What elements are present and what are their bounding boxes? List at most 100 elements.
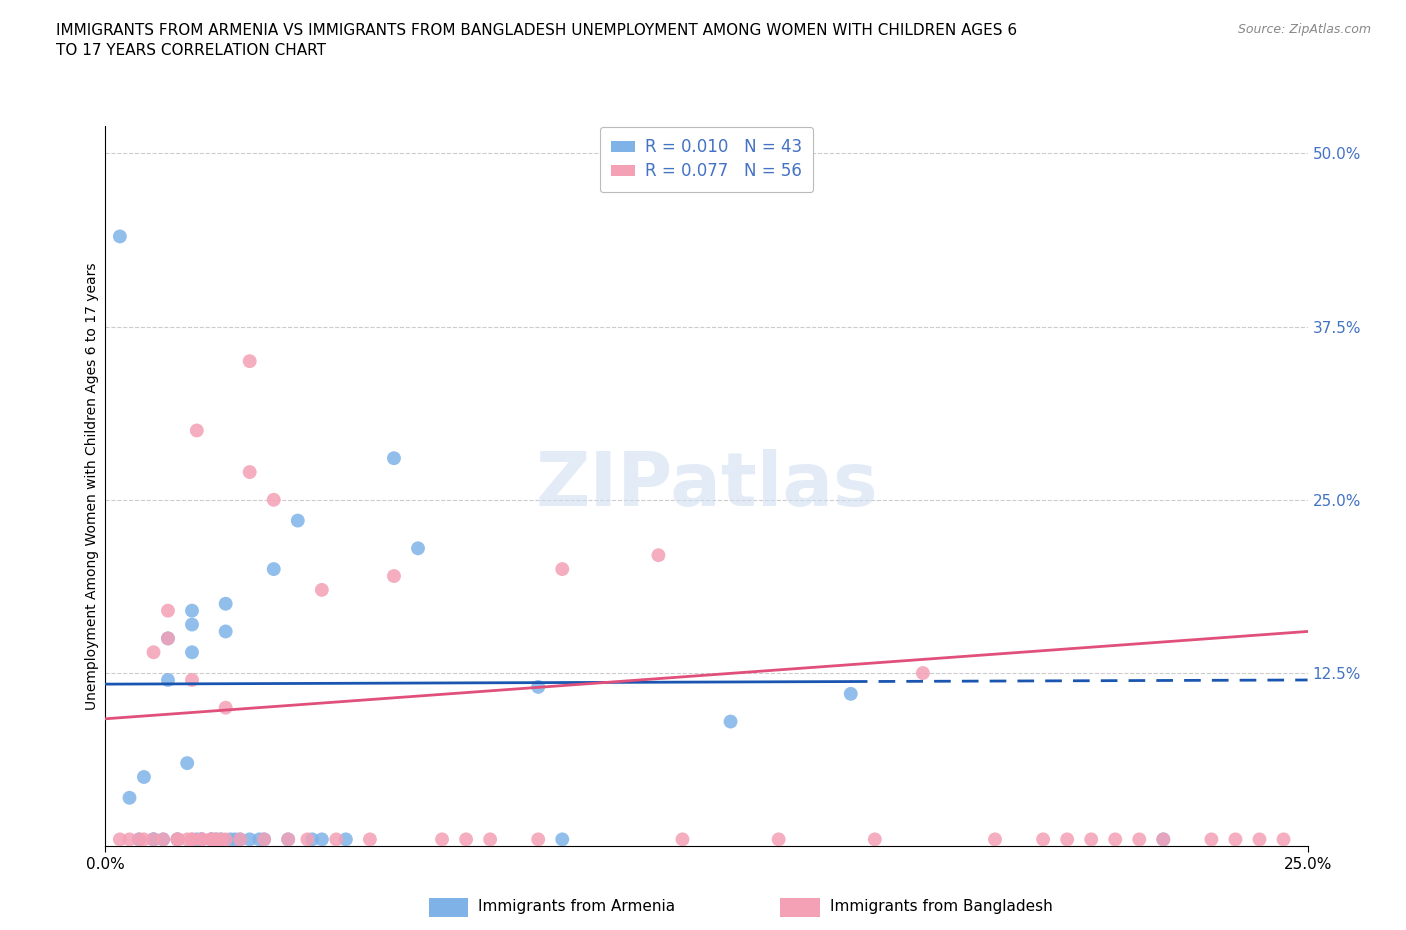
Text: Immigrants from Armenia: Immigrants from Armenia [478, 899, 675, 914]
Text: ZIPatlas: ZIPatlas [536, 449, 877, 523]
Point [142, 832, 165, 847]
Point [359, 832, 381, 847]
Point [1032, 832, 1054, 847]
Point [1104, 832, 1126, 847]
Point [454, 832, 477, 847]
Point [239, 832, 262, 847]
Point [108, 832, 131, 847]
Point [287, 513, 309, 528]
Point [1152, 832, 1174, 847]
Text: Source: ZipAtlas.com: Source: ZipAtlas.com [1237, 23, 1371, 36]
Point [325, 832, 347, 847]
Point [186, 832, 208, 847]
Point [132, 769, 155, 784]
Point [551, 832, 574, 847]
Point [984, 832, 1007, 847]
Point [671, 832, 693, 847]
Point [863, 832, 886, 847]
Point [200, 832, 222, 847]
Point [142, 644, 165, 659]
Point [186, 423, 208, 438]
Point [301, 832, 323, 847]
Point [551, 562, 574, 577]
Point [128, 832, 150, 847]
Point [132, 832, 155, 847]
Point [297, 832, 319, 847]
Point [181, 672, 204, 687]
Point [1225, 832, 1247, 847]
Point [768, 832, 790, 847]
Text: Immigrants from Bangladesh: Immigrants from Bangladesh [830, 899, 1052, 914]
Point [229, 832, 252, 847]
Point [214, 624, 236, 639]
Point [152, 832, 174, 847]
Point [128, 832, 150, 847]
Point [527, 680, 550, 695]
Point [839, 686, 862, 701]
Point [190, 832, 212, 847]
Point [239, 465, 262, 480]
Point [311, 832, 333, 847]
Point [239, 353, 262, 368]
Point [166, 832, 188, 847]
Point [156, 672, 179, 687]
Point [190, 832, 212, 847]
Point [166, 832, 188, 847]
Point [1201, 832, 1223, 847]
Point [166, 832, 188, 847]
Y-axis label: Unemployment Among Women with Children Ages 6 to 17 years: Unemployment Among Women with Children A… [84, 262, 98, 710]
Point [118, 832, 141, 847]
Point [479, 832, 502, 847]
Point [190, 832, 212, 847]
Point [277, 832, 299, 847]
Point [181, 604, 204, 618]
Point [118, 790, 141, 805]
Point [219, 832, 242, 847]
Point [200, 832, 222, 847]
Point [209, 832, 232, 847]
Point [1272, 832, 1295, 847]
Point [205, 832, 228, 847]
Point [1080, 832, 1102, 847]
Point [209, 832, 232, 847]
Point [142, 832, 165, 847]
Point [156, 631, 179, 645]
Point [229, 832, 252, 847]
Point [181, 832, 204, 847]
Point [181, 832, 204, 847]
Point [190, 832, 212, 847]
Legend: R = 0.010   N = 43, R = 0.077   N = 56: R = 0.010 N = 43, R = 0.077 N = 56 [599, 126, 814, 192]
Point [1152, 832, 1174, 847]
Point [1249, 832, 1271, 847]
Point [263, 562, 285, 577]
Point [430, 832, 453, 847]
Point [247, 832, 270, 847]
Point [200, 832, 222, 847]
Point [263, 492, 285, 507]
Point [214, 596, 236, 611]
Point [142, 832, 165, 847]
Point [527, 832, 550, 847]
Point [156, 604, 179, 618]
Point [181, 618, 204, 632]
Point [1128, 832, 1150, 847]
Point [253, 832, 276, 847]
Point [214, 700, 236, 715]
Point [335, 832, 357, 847]
Point [1056, 832, 1078, 847]
Point [406, 541, 429, 556]
Point [253, 832, 276, 847]
Text: IMMIGRANTS FROM ARMENIA VS IMMIGRANTS FROM BANGLADESH UNEMPLOYMENT AMONG WOMEN W: IMMIGRANTS FROM ARMENIA VS IMMIGRANTS FR… [56, 23, 1018, 58]
Point [176, 756, 198, 771]
Point [224, 832, 246, 847]
Point [382, 568, 405, 583]
Point [205, 832, 228, 847]
Point [382, 451, 405, 466]
Point [277, 832, 299, 847]
Point [311, 582, 333, 597]
Point [214, 832, 236, 847]
Point [108, 229, 131, 244]
Point [181, 644, 204, 659]
Point [911, 666, 934, 681]
Point [647, 548, 669, 563]
